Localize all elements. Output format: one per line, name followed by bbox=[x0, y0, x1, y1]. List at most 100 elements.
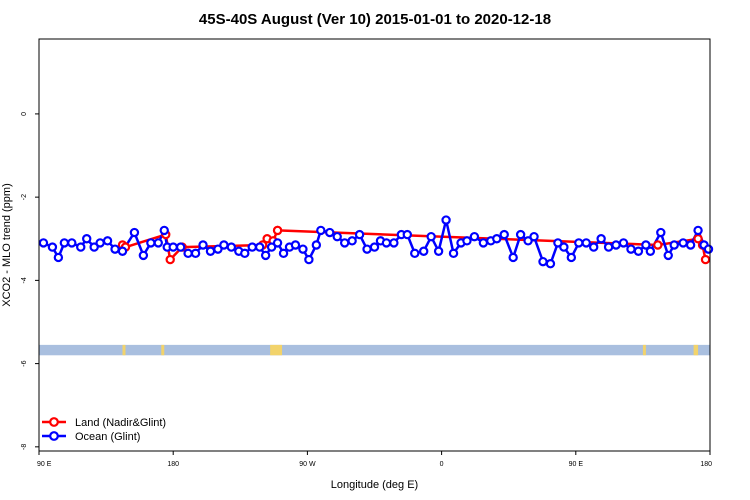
data-point-ocean-glint bbox=[290, 240, 301, 250]
data-point-ocean-glint bbox=[304, 254, 314, 265]
data-point-ocean-glint bbox=[205, 246, 216, 256]
data-point-ocean-glint bbox=[553, 238, 563, 248]
data-point-ocean-glint bbox=[462, 236, 472, 246]
data-point-ocean-glint bbox=[168, 242, 178, 252]
data-point-ocean-glint bbox=[389, 238, 399, 248]
data-point-ocean-glint bbox=[538, 256, 548, 267]
data-point-ocean-glint bbox=[240, 248, 250, 259]
data-point-ocean-glint bbox=[53, 252, 64, 263]
y-axis-label: XCO2 - MLO trend (ppm) bbox=[1, 183, 13, 306]
data-point-ocean-glint bbox=[529, 231, 539, 242]
y-tick-label: -8 bbox=[21, 444, 28, 450]
data-point-ocean-glint bbox=[693, 225, 703, 236]
data-point-ocean-glint bbox=[76, 242, 86, 252]
data-point-ocean-glint bbox=[645, 246, 656, 256]
data-point-ocean-glint bbox=[159, 225, 169, 236]
data-point-ocean-glint bbox=[633, 246, 644, 256]
data-point-ocean-glint bbox=[369, 242, 380, 252]
data-point-ocean-glint bbox=[559, 242, 569, 252]
y-tick-label: -4 bbox=[21, 277, 28, 283]
data-point-ocean-glint bbox=[102, 236, 113, 246]
data-point-ocean-glint bbox=[426, 231, 436, 242]
chart-title: 45S-40S August (Ver 10) 2015-01-01 to 20… bbox=[199, 11, 551, 28]
data-point-ocean-glint bbox=[441, 215, 451, 225]
data-point-ocean-glint bbox=[110, 244, 120, 254]
data-point-ocean-glint bbox=[469, 231, 480, 242]
data-point-ocean-glint bbox=[362, 244, 372, 254]
data-point-ocean-glint bbox=[272, 238, 283, 248]
x-tick-label: 90 W bbox=[299, 461, 316, 468]
band-land-patch bbox=[270, 344, 283, 356]
x-tick-label: 90 E bbox=[569, 461, 584, 468]
data-point-ocean-glint bbox=[117, 246, 128, 256]
data-point-ocean-glint bbox=[381, 238, 392, 248]
data-point-ocean-glint bbox=[311, 240, 322, 250]
data-point-ocean-glint bbox=[138, 250, 149, 261]
data-point-ocean-glint bbox=[332, 231, 342, 242]
data-point-ocean-glint bbox=[523, 236, 533, 246]
data-point-ocean-glint bbox=[402, 229, 413, 240]
data-point-land-nadir-glint bbox=[693, 234, 703, 244]
data-point-ocean-glint bbox=[219, 240, 229, 250]
data-point-ocean-glint bbox=[410, 248, 420, 259]
data-point-ocean-glint bbox=[433, 246, 444, 256]
data-point-ocean-glint bbox=[213, 244, 223, 254]
data-point-ocean-glint bbox=[492, 234, 502, 244]
data-point-ocean-glint bbox=[663, 250, 673, 261]
data-point-ocean-glint bbox=[596, 234, 606, 244]
data-point-ocean-glint bbox=[354, 229, 365, 240]
data-point-ocean-glint bbox=[254, 242, 265, 252]
data-point-ocean-glint bbox=[47, 242, 58, 252]
legend: Land (Nadir&Glint) Ocean (Glint) bbox=[42, 417, 166, 443]
data-point-ocean-glint bbox=[678, 238, 688, 248]
data-point-ocean-glint bbox=[669, 240, 679, 250]
data-point-ocean-glint bbox=[226, 242, 237, 252]
legend-marker-land-nadir-glint bbox=[49, 417, 59, 427]
data-point-ocean-glint bbox=[198, 240, 208, 250]
data-point-ocean-glint bbox=[641, 240, 651, 250]
data-point-ocean-glint bbox=[347, 236, 357, 246]
data-point-ocean-glint bbox=[146, 238, 156, 248]
x-axis-label: Longitude (deg E) bbox=[331, 479, 418, 491]
data-point-ocean-glint bbox=[515, 229, 526, 240]
data-point-ocean-glint bbox=[325, 227, 335, 238]
data-point-ocean-glint bbox=[89, 242, 99, 252]
data-point-ocean-glint bbox=[545, 259, 556, 269]
data-point-ocean-glint bbox=[499, 229, 509, 240]
data-point-ocean-glint bbox=[703, 244, 714, 254]
band-land-patch bbox=[693, 344, 699, 356]
y-tick-label: -2 bbox=[21, 194, 28, 200]
x-tick-label: 180 bbox=[700, 461, 712, 468]
plot-frame bbox=[38, 38, 711, 452]
data-point-ocean-glint bbox=[95, 238, 105, 248]
data-point-ocean-glint bbox=[278, 248, 289, 259]
data-point-ocean-glint bbox=[566, 252, 577, 263]
data-point-ocean-glint bbox=[316, 225, 326, 236]
data-point-ocean-glint bbox=[260, 250, 271, 261]
data-point-ocean-glint bbox=[175, 242, 186, 252]
data-point-ocean-glint bbox=[339, 238, 350, 248]
x-tick-label: 90 E bbox=[37, 461, 52, 468]
data-point-ocean-glint bbox=[588, 242, 599, 252]
band-land-patch bbox=[122, 344, 126, 356]
legend-marker-ocean-glint bbox=[49, 431, 59, 441]
y-tick-label: -6 bbox=[21, 360, 28, 366]
band-ocean bbox=[39, 344, 710, 356]
x-tick-label: 0 bbox=[440, 461, 444, 468]
data-point-ocean-glint bbox=[574, 238, 584, 248]
data-point-ocean-glint bbox=[419, 246, 429, 256]
data-point-ocean-glint bbox=[266, 242, 277, 252]
data-point-land-nadir-glint bbox=[653, 240, 663, 250]
data-point-ocean-glint bbox=[603, 242, 614, 252]
data-point-ocean-glint bbox=[626, 244, 636, 254]
surface-band bbox=[39, 344, 710, 356]
data-point-ocean-glint bbox=[38, 238, 49, 248]
x-tick-label: 180 bbox=[167, 461, 179, 468]
series-layer bbox=[38, 215, 714, 269]
data-point-ocean-glint bbox=[611, 240, 621, 250]
data-point-ocean-glint bbox=[298, 244, 308, 254]
data-point-ocean-glint bbox=[183, 248, 193, 259]
data-point-ocean-glint bbox=[508, 252, 518, 263]
